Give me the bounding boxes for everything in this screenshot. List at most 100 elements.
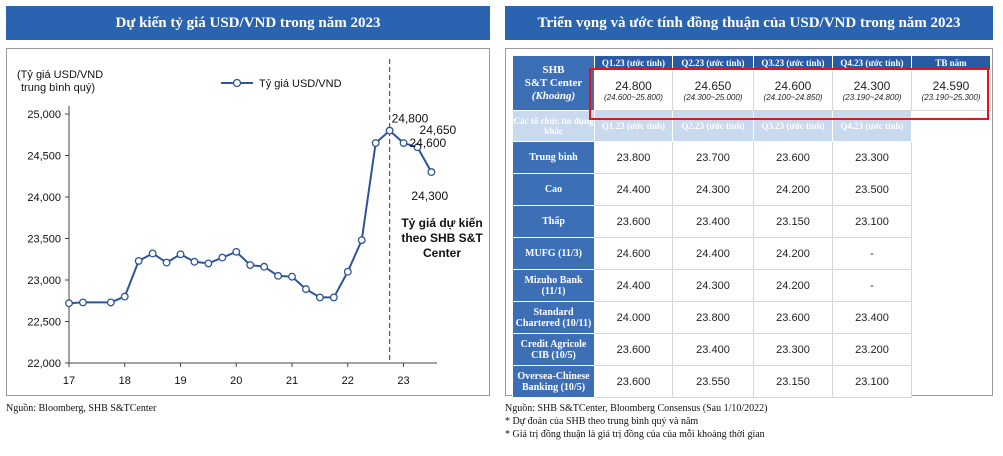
row-value: 23.600 [594, 205, 673, 238]
shb-value-cell: 24.300 (23.190~24.800) [832, 70, 912, 111]
chart-title: Dự kiến tỷ giá USD/VND trong năm 2023 [115, 14, 381, 31]
legend-marker [232, 78, 242, 88]
row-value: 24.400 [594, 173, 673, 206]
shb-value: 24.800 [615, 78, 652, 93]
data-point [427, 168, 436, 177]
row-label: MUFG (11/3) [512, 237, 595, 270]
y-tick-label: 22,000 [27, 358, 61, 370]
y-tick-label: 24,000 [27, 192, 61, 204]
data-point [190, 257, 199, 266]
row-value: 23.300 [753, 333, 833, 366]
divider-label: theo SHB S&T [401, 231, 483, 245]
table-source: Nguồn: SHB S&TCenter, Bloomberg Consensu… [505, 403, 768, 414]
row-value: 23.150 [753, 365, 833, 398]
x-tick-label: 18 [119, 375, 131, 387]
row-label: Oversea-Chinese Banking (10/5) [512, 365, 595, 398]
table-note-2: * Giá trị đồng thuận là giá trị đồng của… [505, 429, 765, 440]
row-value: 23.600 [594, 365, 673, 398]
table-row: Credit Agricole CIB (10/5) 23.600 23.400 23… [512, 333, 991, 366]
sub-header-row: Các tổ chức tín dụng khác Q1.23 (ước tín… [512, 110, 991, 142]
shb-value-cell: 24.590 (23.190~25.300) [911, 70, 991, 111]
shb-value: 24.650 [694, 78, 732, 93]
data-point [274, 271, 283, 280]
row-value: 23.600 [753, 301, 833, 334]
data-point [65, 299, 73, 308]
row-value: 24.200 [753, 173, 833, 206]
row-value: 23.300 [832, 141, 912, 174]
data-point [232, 247, 241, 256]
row-value: - [832, 269, 912, 302]
row-value: 24.400 [672, 237, 754, 270]
data-point [288, 272, 296, 281]
sub-header-q3: Q3.23 (ước tính) [753, 110, 833, 142]
row-label: Thấp [512, 205, 595, 238]
row-label: Trung bình [512, 141, 595, 174]
data-point [385, 126, 394, 135]
header-q3: Q3.23 (ước tính) [753, 54, 833, 72]
shb-range: (24.100~24.850) [763, 92, 823, 102]
shb-range: (23.190~24.800) [842, 92, 902, 102]
data-point [399, 139, 408, 147]
data-point [204, 259, 213, 268]
row-value: 23.100 [832, 365, 912, 398]
shb-value: 24.300 [853, 78, 891, 93]
shb-range: (24.600~25.800) [604, 92, 663, 102]
table-row: MUFG (11/3) 24.600 24.400 24.200- [512, 237, 991, 270]
data-point [357, 236, 366, 245]
row-value: - [832, 237, 912, 270]
data-label: 24,300 [411, 189, 448, 203]
row-value: 23.400 [672, 333, 754, 366]
shb-label-line3: (Khoảng) [531, 89, 576, 102]
x-tick-label: 20 [230, 375, 242, 387]
row-value: 23.600 [753, 141, 833, 174]
forecast-table-panel: SHB S&T Center (Khoảng) Q1.23 (ước tính)… [505, 48, 993, 398]
data-point [106, 298, 115, 307]
row-value: 23.500 [832, 173, 912, 206]
x-tick-label: 19 [174, 375, 186, 387]
data-label: 24,650 [420, 123, 457, 137]
shb-range: (23.190~25.300) [921, 92, 981, 102]
shb-forecast-row: 24.800 (24.600~25.800) 24.650 (24.300~25.00… [513, 70, 991, 111]
data-label: 24,800 [392, 112, 429, 126]
row-label: Cao [512, 173, 595, 206]
data-point [246, 261, 255, 270]
divider-label: Center [423, 246, 461, 260]
table-note-1: * Dự đoán của SHB theo trung bình quý và… [505, 416, 699, 427]
table-title-banner: Triển vọng và ước tính đồng thuận của US… [505, 6, 993, 40]
row-value: 23.700 [672, 141, 754, 174]
data-point [218, 253, 227, 262]
y-tick-label: 23,000 [27, 275, 61, 287]
data-point [315, 293, 324, 302]
shb-value: 24.600 [774, 78, 812, 93]
row-value: 23.800 [672, 301, 754, 334]
chart-title-banner: Dự kiến tỷ giá USD/VND trong năm 2023 [6, 6, 490, 40]
row-value: 24.300 [672, 173, 754, 206]
y-tick-label: 25,000 [27, 109, 61, 121]
header-q4: Q4.23 (ước tính) [832, 54, 912, 72]
table-row: Thấp 23.600 23.400 23.150 23.100 [512, 205, 991, 238]
sub-header-label: Các tổ chức tín dụng khác [512, 110, 595, 142]
series-line [68, 129, 433, 305]
shb-range: (24.300~25.000) [683, 92, 743, 102]
y-tick-label: 24,500 [27, 151, 61, 163]
forecast-table: SHB S&T Center (Khoảng) Q1.23 (ước tính)… [512, 54, 991, 398]
data-point [78, 298, 87, 307]
row-value: 23.400 [832, 301, 912, 334]
shb-label-line1: SHB [542, 63, 565, 76]
table-row: Mizuho Bank (11/1) 24.400 24.300 24.200- [512, 269, 991, 302]
data-point [329, 293, 338, 302]
table-row: Cao 24.400 24.300 24.200 23.500 [512, 173, 991, 206]
sub-header-q4: Q4.23 (ước tính) [832, 110, 912, 142]
shb-value-cell: 24.600 (24.100~24.850) [753, 70, 833, 111]
header-q2: Q2.23 (ước tính) [672, 54, 754, 72]
table-row: Oversea-Chinese Banking (10/5) 23.600 23.5… [512, 365, 991, 398]
data-point [260, 262, 269, 271]
data-point [343, 267, 352, 276]
row-label: Standard Chartered (10/11) [512, 301, 595, 334]
header-q1: Q1.23 (ước tính) [594, 54, 673, 72]
data-point [162, 258, 171, 267]
shb-value-cell: 24.650 (24.300~25.000) [672, 70, 754, 111]
x-tick-label: 17 [63, 375, 75, 387]
data-point [176, 250, 185, 259]
